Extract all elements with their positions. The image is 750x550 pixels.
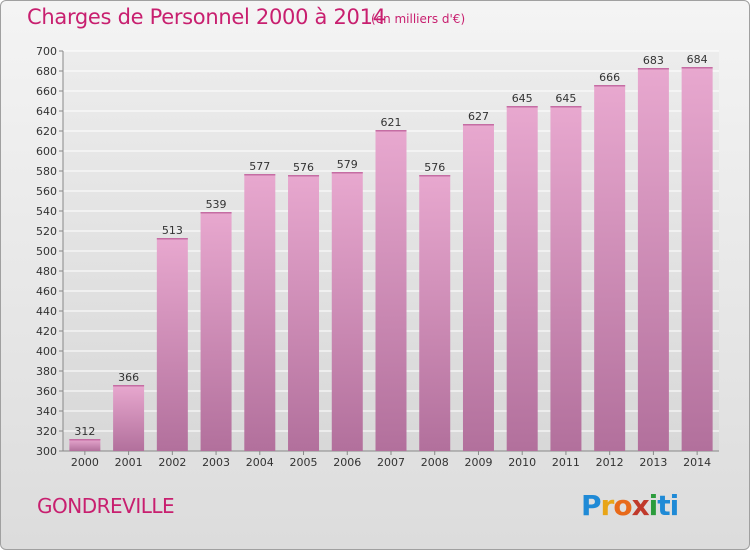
data-label-2000: 312 — [74, 425, 95, 438]
y-tick-label: 380 — [36, 365, 57, 378]
data-label-2011: 645 — [555, 92, 576, 105]
data-label-2014: 684 — [687, 53, 708, 66]
bar-2000 — [69, 439, 101, 451]
y-tick-label: 580 — [36, 165, 57, 178]
y-tick-label: 340 — [36, 405, 57, 418]
y-tick-label: 460 — [36, 285, 57, 298]
bar-top-edge — [681, 67, 713, 69]
bar-2010 — [506, 106, 538, 451]
commune-name: GONDREVILLE — [37, 494, 175, 518]
data-label-2004: 577 — [249, 160, 270, 173]
y-tick-label: 700 — [36, 45, 57, 58]
bar-top-edge — [462, 124, 494, 126]
x-tick-label-2000: 2000 — [71, 456, 99, 469]
data-label-2006: 579 — [337, 158, 358, 171]
x-tick-label-2003: 2003 — [202, 456, 230, 469]
data-label-2008: 576 — [424, 161, 445, 174]
x-tick-label-2007: 2007 — [377, 456, 405, 469]
x-tick-label-2002: 2002 — [158, 456, 186, 469]
x-tick-label-2014: 2014 — [683, 456, 711, 469]
bar-top-edge — [550, 106, 582, 108]
y-tick-label: 520 — [36, 225, 57, 238]
data-label-2010: 645 — [512, 92, 533, 105]
chart-subtitle: (en milliers d'€) — [371, 12, 466, 26]
bar-2004 — [244, 174, 276, 451]
bar-top-edge — [156, 238, 188, 240]
data-label-2001: 366 — [118, 371, 139, 384]
bar-top-edge — [113, 385, 145, 387]
bar-2007 — [375, 130, 407, 451]
y-tick-label: 620 — [36, 125, 57, 138]
bar-top-edge — [375, 130, 407, 132]
x-tick-label-2012: 2012 — [596, 456, 624, 469]
data-label-2005: 576 — [293, 161, 314, 174]
x-tick-label-2001: 2001 — [115, 456, 143, 469]
y-tick-label: 440 — [36, 305, 57, 318]
bar-top-edge — [244, 174, 276, 176]
y-tick-label: 660 — [36, 85, 57, 98]
data-label-2013: 683 — [643, 54, 664, 67]
data-label-2012: 666 — [599, 71, 620, 84]
bar-2014 — [681, 67, 713, 451]
x-tick-label-2006: 2006 — [333, 456, 361, 469]
x-tick-label-2011: 2011 — [552, 456, 580, 469]
x-tick-label-2008: 2008 — [421, 456, 449, 469]
bar-2001 — [113, 385, 145, 451]
bar-2012 — [594, 85, 626, 451]
data-label-2009: 627 — [468, 110, 489, 123]
y-tick-label: 540 — [36, 205, 57, 218]
y-tick-label: 400 — [36, 345, 57, 358]
bar-2009 — [462, 124, 494, 451]
y-tick-label: 560 — [36, 185, 57, 198]
bar-top-edge — [419, 175, 451, 177]
y-tick-label: 420 — [36, 325, 57, 338]
y-tick-label: 640 — [36, 105, 57, 118]
bar-top-edge — [594, 85, 626, 87]
bar-top-edge — [69, 439, 101, 441]
bar-2013 — [637, 68, 669, 451]
x-tick-label-2004: 2004 — [246, 456, 274, 469]
y-tick-label: 360 — [36, 385, 57, 398]
bar-top-edge — [331, 172, 363, 174]
bar-chart: 300 320 340 360 380 400 420 440 460 480 500 520 540 5… — [36, 45, 719, 469]
data-label-2002: 513 — [162, 224, 183, 237]
x-tick-label-2009: 2009 — [464, 456, 492, 469]
bar-top-edge — [506, 106, 538, 108]
bar-2006 — [331, 172, 363, 451]
y-tick-label: 320 — [36, 425, 57, 438]
y-tick-label: 600 — [36, 145, 57, 158]
y-tick-label: 500 — [36, 245, 57, 258]
x-tick-label-2013: 2013 — [639, 456, 667, 469]
bar-2002 — [156, 238, 188, 451]
bar-top-edge — [288, 175, 320, 177]
data-label-2007: 621 — [381, 116, 402, 129]
y-tick-label: 300 — [36, 445, 57, 458]
x-tick-label-2010: 2010 — [508, 456, 536, 469]
bar-top-edge — [637, 68, 669, 70]
data-label-2003: 539 — [206, 198, 227, 211]
bar-2011 — [550, 106, 582, 451]
bar-2005 — [288, 175, 320, 451]
bar-top-edge — [200, 212, 232, 214]
y-tick-label: 480 — [36, 265, 57, 278]
proxiti-logo: Proxiti — [581, 489, 679, 522]
y-tick-label: 680 — [36, 65, 57, 78]
x-tick-label-2005: 2005 — [290, 456, 318, 469]
bar-2003 — [200, 212, 232, 451]
chart-title: Charges de Personnel 2000 à 2014 — [27, 5, 386, 29]
bar-2008 — [419, 175, 451, 451]
